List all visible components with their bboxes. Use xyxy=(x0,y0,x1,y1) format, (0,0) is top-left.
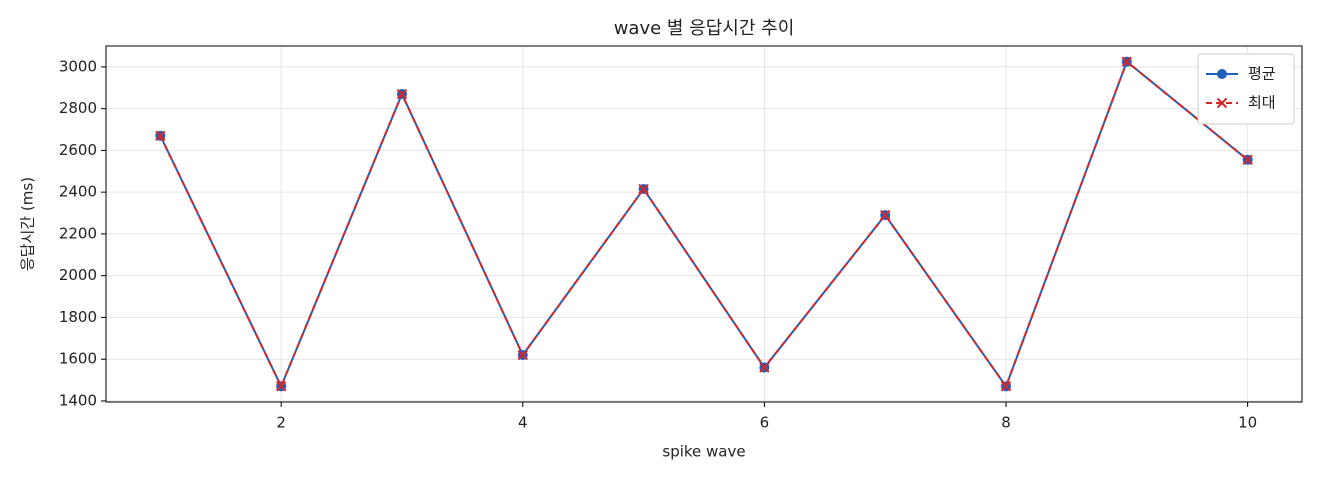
y-tick-label: 3000 xyxy=(59,57,97,75)
legend-marker xyxy=(1217,69,1227,79)
marker xyxy=(759,362,770,373)
marker xyxy=(275,381,287,392)
legend-marker xyxy=(1216,97,1228,109)
y-tick-label: 1400 xyxy=(59,391,97,409)
y-tick-label: 2000 xyxy=(59,266,97,284)
y-tick-label: 2600 xyxy=(59,141,97,159)
x-tick-label: 6 xyxy=(760,414,770,432)
marker xyxy=(517,349,528,361)
data-line xyxy=(159,60,1249,389)
marker xyxy=(1000,381,1012,392)
x-tick-label: 8 xyxy=(1001,414,1011,432)
x-tick-label: 2 xyxy=(276,414,286,432)
marker xyxy=(155,130,166,141)
marker xyxy=(1242,154,1253,166)
legend-frame xyxy=(1197,53,1295,125)
marker xyxy=(638,183,649,195)
y-axis-label: 응답시간 (ms) xyxy=(19,177,37,271)
legend-label: 최대 xyxy=(1248,94,1276,112)
legend-label: 평균 xyxy=(1248,65,1276,83)
marker xyxy=(880,209,891,221)
y-tick-label: 2800 xyxy=(59,99,97,117)
chart-title: wave 별 응답시간 추이 xyxy=(614,18,795,39)
x-axis-label: spike wave xyxy=(662,443,745,461)
y-tick-label: 2200 xyxy=(59,224,97,242)
y-tick-label: 1800 xyxy=(59,308,97,326)
y-tick-label: 2400 xyxy=(59,183,97,201)
x-tick-label: 4 xyxy=(518,414,528,432)
data-line xyxy=(159,60,1249,389)
x-tick-label: 10 xyxy=(1238,414,1257,432)
y-tick-label: 1600 xyxy=(59,350,97,368)
marker xyxy=(1121,56,1133,67)
marker xyxy=(396,88,408,100)
plot-frame xyxy=(105,45,1303,403)
